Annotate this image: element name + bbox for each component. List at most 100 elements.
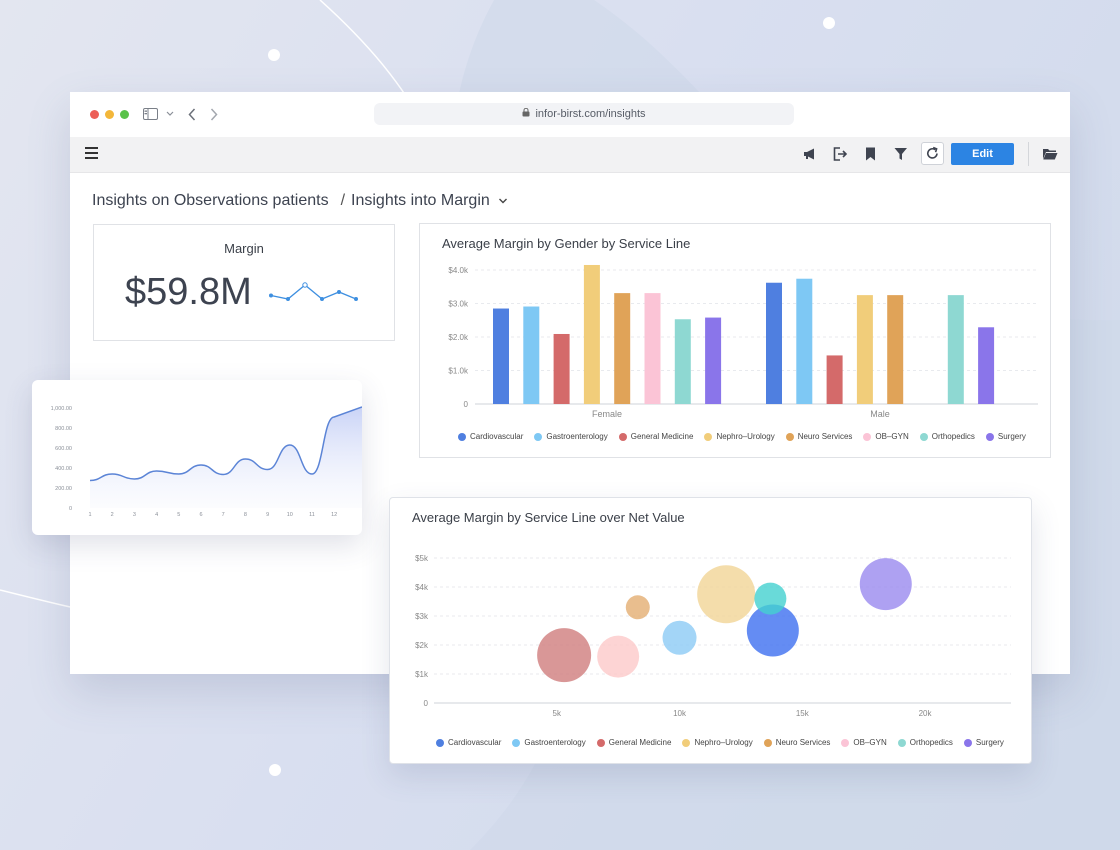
chevron-down-icon[interactable] — [498, 197, 508, 205]
breadcrumb-separator: / — [340, 192, 346, 209]
edit-button[interactable]: Edit — [951, 143, 1014, 165]
sparkline-point — [302, 282, 308, 288]
folder-icon[interactable] — [1042, 146, 1060, 164]
legend-label: OB–GYN — [853, 738, 887, 747]
back-arrow-icon[interactable] — [188, 108, 196, 121]
kpi-title: Margin — [224, 241, 264, 256]
bubble — [746, 604, 799, 657]
y-tick-label: 1,000.00 — [51, 406, 72, 412]
legend-swatch — [763, 738, 772, 747]
bar — [644, 293, 661, 404]
legend-item[interactable]: Orthopedics — [897, 738, 953, 747]
x-tick-label: 10 — [287, 512, 293, 518]
y-tick-label: $3.0k — [448, 300, 469, 309]
y-tick-label: $1k — [415, 670, 429, 679]
sidebar-toggle-icon[interactable] — [143, 108, 159, 121]
legend-item[interactable]: Gastroenterology — [534, 432, 608, 441]
menu-icon[interactable] — [85, 147, 98, 162]
bubble — [537, 628, 592, 683]
url-text: infor-birst.com/insights — [535, 108, 646, 120]
legend-label: Gastroenterology — [524, 738, 586, 747]
legend-item[interactable]: Gastroenterology — [512, 738, 586, 747]
kpi-value: $59.8M — [125, 271, 252, 313]
minimize-window-button[interactable] — [105, 110, 114, 119]
close-window-button[interactable] — [90, 110, 99, 119]
window-controls — [90, 110, 129, 119]
legend-item[interactable]: Nephro–Urology — [682, 738, 753, 747]
legend-swatch — [704, 432, 713, 441]
legend-swatch — [863, 432, 872, 441]
legend-item[interactable]: Cardiovascular — [458, 432, 523, 441]
x-tick-label: 2 — [111, 512, 114, 518]
bar — [796, 278, 813, 404]
bubble — [597, 635, 640, 678]
bar — [523, 306, 540, 404]
chart-legend: Cardiovascular Gastroenterology General Me… — [458, 432, 1026, 441]
toolbar-divider — [1028, 142, 1029, 166]
legend-swatch — [919, 432, 928, 441]
legend-label: General Medicine — [608, 738, 672, 747]
legend-item[interactable]: Surgery — [985, 432, 1026, 441]
gender-service-line-chart-card[interactable]: 0 $1.0k $2.0k $3.0k $4.0k Female Male Average … — [419, 223, 1051, 458]
forward-arrow-icon[interactable] — [210, 108, 218, 121]
legend-item[interactable]: Neuro Services — [763, 738, 830, 747]
legend-label: Surgery — [975, 738, 1004, 747]
y-tick-label: 0 — [424, 699, 429, 708]
legend-swatch — [785, 432, 794, 441]
legend-label: Orthopedics — [931, 432, 975, 441]
megaphone-icon[interactable] — [801, 145, 819, 163]
x-tick-label: 12 — [331, 512, 337, 518]
filter-icon[interactable] — [892, 145, 910, 163]
bubble — [754, 582, 787, 615]
sparkline-point — [320, 297, 324, 301]
sparkline-point — [354, 297, 358, 301]
y-tick-label: $1.0k — [448, 367, 469, 376]
bar — [978, 327, 995, 404]
legend-swatch — [985, 432, 994, 441]
x-tick-label: 6 — [199, 512, 202, 518]
service-line-bubble-chart-card[interactable]: 0 $1k $2k $3k $4k $5k 5k 10k 15k 20k Average Marg… — [389, 497, 1032, 764]
legend-item[interactable]: Orthopedics — [919, 432, 975, 441]
series-line — [89, 406, 363, 482]
trend-line-chart-card[interactable]: 0 200.00 400.00 600.00 800.00 1,000.00 1 2 3 4 5 6 7… — [32, 380, 363, 535]
x-tick-label: 1 — [88, 512, 91, 518]
legend-item[interactable]: Neuro Services — [785, 432, 852, 441]
y-tick-label: 0 — [69, 506, 72, 512]
maximize-window-button[interactable] — [120, 110, 129, 119]
legend-item[interactable]: OB–GYN — [863, 432, 909, 441]
chart-title: Average Margin by Gender by Service Line — [442, 236, 691, 251]
legend-label: Nephro–Urology — [694, 738, 753, 747]
breadcrumb: Insights on Observations patients / Insigh… — [92, 192, 508, 210]
legend-item[interactable]: General Medicine — [596, 738, 672, 747]
legend-item[interactable]: General Medicine — [618, 432, 693, 441]
legend-item[interactable]: Nephro–Urology — [704, 432, 775, 441]
legend-item[interactable]: Surgery — [963, 738, 1004, 747]
bar — [887, 295, 904, 404]
legend-swatch — [897, 738, 906, 747]
sparkline-point — [337, 290, 341, 294]
bubble — [697, 565, 756, 624]
export-icon[interactable] — [831, 145, 849, 163]
bookmark-icon[interactable] — [862, 145, 880, 163]
address-bar[interactable]: infor-birst.com/insights — [374, 103, 794, 125]
x-tick-label: 9 — [266, 512, 269, 518]
chevron-down-icon[interactable] — [166, 111, 174, 117]
bar — [553, 333, 570, 404]
legend-swatch — [458, 432, 466, 441]
legend-item[interactable]: Cardiovascular — [436, 738, 501, 747]
breadcrumb-root[interactable]: Insights on Observations patients — [92, 192, 329, 209]
chart-title: Average Margin by Service Line over Net … — [412, 510, 685, 525]
refresh-icon — [927, 146, 938, 159]
y-tick-label: 200.00 — [55, 486, 72, 492]
x-tick-label: 5 — [177, 512, 180, 518]
breadcrumb-current[interactable]: Insights into Margin — [351, 192, 490, 209]
y-tick-label: $2k — [415, 641, 429, 650]
legend-swatch — [682, 738, 691, 747]
y-tick-label: $5k — [415, 554, 429, 563]
y-tick-label: $2.0k — [448, 333, 469, 342]
y-tick-label: $3k — [415, 612, 429, 621]
margin-kpi-card[interactable]: Margin $59.8M — [93, 224, 395, 341]
legend-item[interactable]: OB–GYN — [841, 738, 887, 747]
refresh-button[interactable] — [921, 142, 944, 165]
